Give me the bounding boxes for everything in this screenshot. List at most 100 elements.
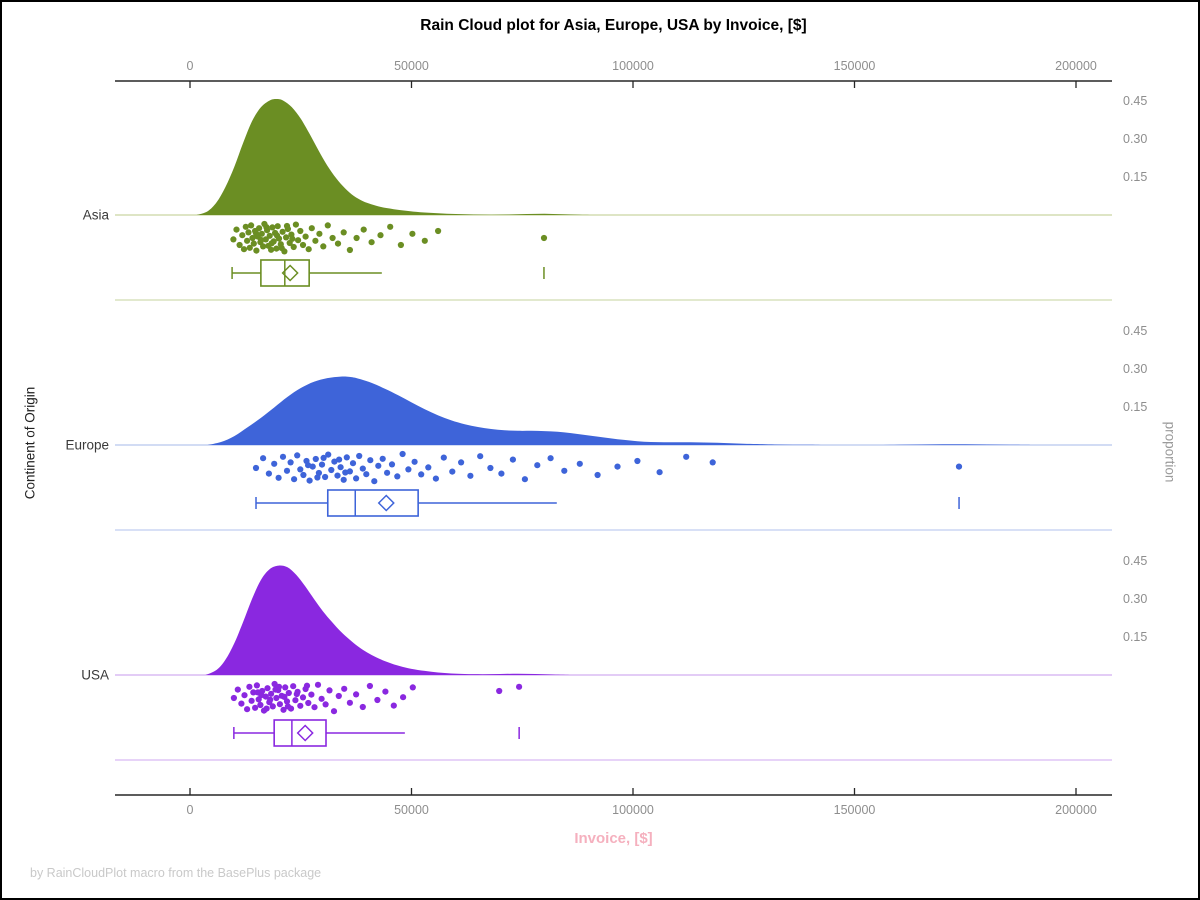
rain-point-usa (353, 691, 360, 698)
y-axis-label-right: proportion (1162, 421, 1178, 483)
rain-point-usa (259, 687, 266, 695)
rain-point-asia (308, 225, 315, 232)
rain-point-europe (487, 464, 494, 472)
rain-point-usa (241, 692, 248, 699)
rain-point-europe (287, 459, 294, 466)
rain-point-europe (411, 458, 418, 465)
rain-point-asia (253, 247, 260, 254)
rain-point-usa (400, 694, 407, 701)
rain-point-europe (334, 472, 341, 479)
rain-point-usa (271, 680, 278, 688)
rain-point-europe (477, 453, 484, 460)
rain-point-europe (955, 463, 963, 470)
rain-point-usa (311, 704, 318, 711)
rain-point-europe (349, 460, 357, 467)
category-label-asia: Asia (83, 208, 110, 223)
rain-point-europe (328, 466, 335, 474)
rain-point-usa (264, 685, 271, 692)
rain-point-asia (246, 244, 253, 251)
rain-point-usa (294, 688, 301, 695)
bottom-tick-label: 50000 (394, 803, 429, 817)
category-label-usa: USA (81, 668, 109, 683)
rain-point-usa (314, 681, 322, 688)
rain-point-europe (440, 454, 447, 461)
rain-point-usa (283, 698, 291, 705)
rain-point-europe (315, 469, 322, 477)
rain-point-europe (576, 460, 583, 467)
rain-point-europe (312, 455, 319, 463)
box-usa (273, 719, 327, 747)
rain-point-asia (324, 222, 331, 229)
rain-point-asia (289, 235, 296, 242)
rain-point-asia (240, 246, 248, 253)
rain-point-europe (425, 464, 432, 471)
rain-point-usa (238, 700, 245, 707)
top-tick-label: 50000 (394, 59, 429, 73)
rain-point-europe (467, 472, 474, 479)
rain-point-asia (258, 230, 265, 237)
rain-point-usa (346, 699, 353, 706)
rain-point-europe (561, 467, 568, 474)
rain-point-asia (264, 227, 271, 234)
rain-point-asia (270, 238, 277, 245)
rain-point-usa (297, 702, 304, 709)
top-tick-label: 0 (187, 59, 194, 73)
rain-point-europe (260, 455, 267, 462)
rain-point-europe (336, 456, 343, 463)
rain-point-europe (325, 451, 332, 458)
rain-point-asia (230, 236, 237, 243)
rain-point-usa (267, 696, 274, 703)
rain-point-europe (379, 455, 386, 462)
rain-point-europe (340, 476, 347, 483)
rain-point-europe (359, 465, 366, 472)
proportion-tick-label-asia: 0.30 (1123, 132, 1147, 146)
rain-point-asia (233, 226, 240, 233)
rain-point-usa (287, 705, 295, 712)
bottom-tick-label: 200000 (1055, 803, 1097, 817)
rain-point-asia (368, 239, 375, 246)
proportion-tick-label-usa: 0.30 (1123, 592, 1147, 606)
chart-title: Rain Cloud plot for Asia, Europe, USA by… (420, 17, 807, 34)
rain-point-europe (394, 473, 401, 480)
proportion-tick-label-europe: 0.45 (1123, 324, 1147, 338)
rain-point-europe (318, 461, 326, 468)
rain-point-europe (384, 469, 391, 476)
rain-point-asia (387, 223, 394, 230)
rain-point-usa (366, 682, 373, 690)
rain-point-asia (266, 232, 273, 239)
rain-point-europe (343, 454, 350, 461)
x-axis-label: Invoice, [$] (574, 830, 653, 847)
rain-point-asia (275, 235, 283, 242)
rain-point-usa (273, 694, 280, 702)
rain-point-europe (656, 469, 663, 476)
rain-point-asia (334, 240, 342, 247)
rain-point-europe (279, 453, 287, 460)
rain-point-usa (290, 683, 297, 690)
rain-point-europe (432, 475, 439, 482)
rain-point-asia (256, 225, 263, 232)
rain-point-usa (263, 705, 270, 712)
mean-diamond-europe (377, 494, 395, 512)
rain-point-europe (300, 471, 307, 479)
rain-point-europe (634, 457, 641, 465)
rain-point-usa (390, 702, 397, 709)
rain-point-europe (294, 452, 301, 459)
rain-point-europe (375, 462, 382, 469)
rain-point-usa (516, 683, 523, 690)
rain-point-asia (435, 227, 442, 235)
density-cloud-europe (207, 376, 1032, 445)
bottom-tick-label: 100000 (612, 803, 654, 817)
rain-point-asia (249, 234, 256, 242)
rain-point-europe (309, 463, 316, 470)
rain-point-usa (305, 699, 312, 707)
rain-point-usa (374, 696, 381, 704)
rain-point-asia (260, 243, 267, 250)
rain-point-europe (683, 453, 690, 460)
rain-point-asia (250, 240, 257, 247)
rain-point-europe (346, 468, 353, 475)
rain-point-asia (397, 241, 404, 249)
rain-point-usa (281, 693, 288, 701)
rain-point-usa (308, 691, 315, 698)
rain-point-usa (322, 701, 329, 708)
